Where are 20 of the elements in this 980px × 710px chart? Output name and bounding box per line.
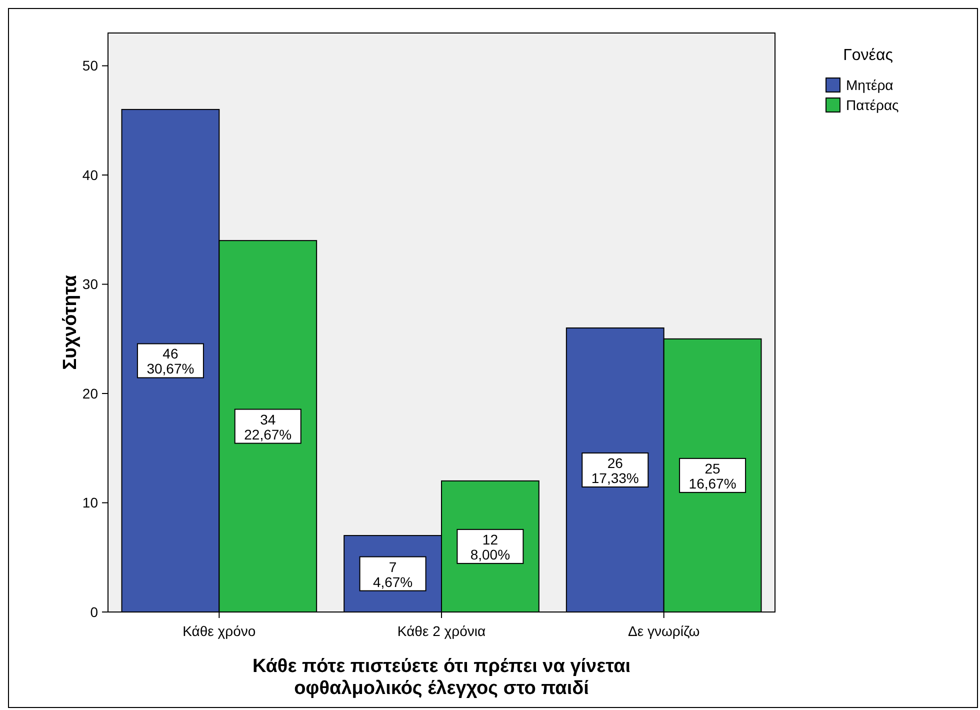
y-tick-label: 0 (90, 604, 98, 620)
x-tick-label: Κάθε χρόνο (182, 623, 256, 639)
y-tick-label: 50 (82, 58, 98, 74)
x-tick-label: Δε γνωρίζω (628, 623, 700, 639)
x-tick-label: Κάθε 2 χρόνια (397, 623, 486, 639)
data-label: 7 4,67% (372, 558, 413, 590)
legend-label: Μητέρα (846, 77, 894, 93)
data-label: 26 17,33% (591, 454, 639, 486)
y-tick-label: 10 (82, 494, 98, 511)
y-tick-label: 30 (82, 276, 98, 292)
data-label: 46 30,67% (146, 346, 194, 377)
data-label: 12 8,00% (470, 531, 510, 562)
y-tick-label: 20 (82, 385, 98, 402)
y-tick-label: 40 (82, 166, 98, 183)
data-label: 25 16,67% (688, 460, 736, 492)
legend-title: Γονέας (843, 47, 894, 64)
x-axis-title: Κάθε πότε πιστεύετε ότι πρέπει να γίνεται οφθαλμολικός έλεγχος στο παιδί (252, 656, 631, 699)
data-label: 34 22,67% (244, 411, 292, 442)
legend-label: Πατέρας (846, 97, 900, 113)
y-axis-title: Συχνότητα (60, 274, 81, 370)
